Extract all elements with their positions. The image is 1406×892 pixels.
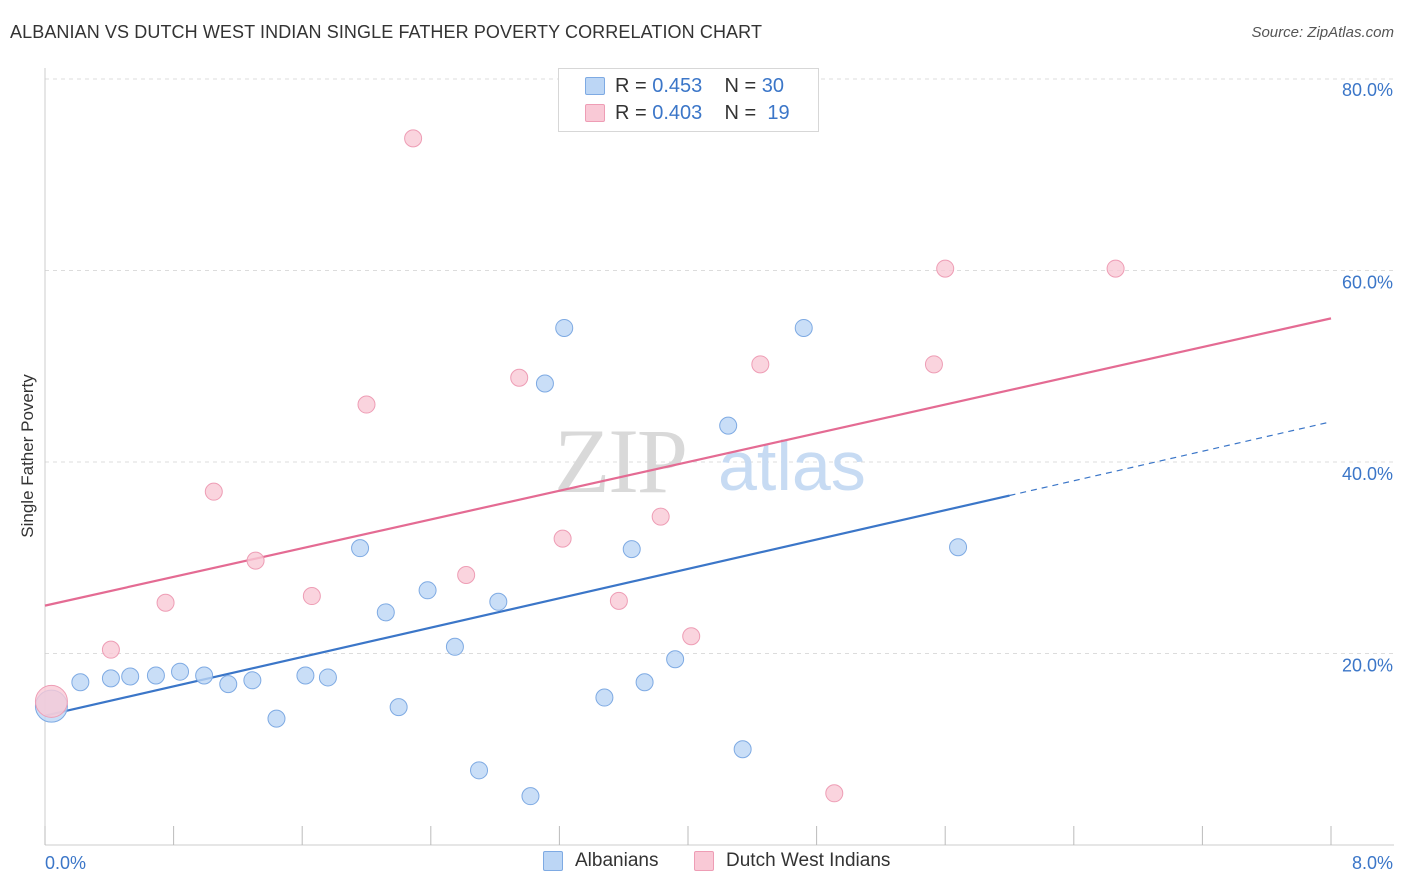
point-albanians (595, 688, 614, 707)
stats-legend: R = 0.453 N = 30 R = 0.403 N = 19 (558, 68, 819, 132)
watermark: ZIP atlas (554, 410, 866, 512)
point-albanians (622, 540, 641, 559)
point-albanians (794, 318, 813, 337)
point-dutch-west-indians (936, 259, 955, 278)
point-albanians (171, 662, 190, 681)
legend-n-label: N = (724, 101, 757, 124)
point-dutch-west-indians (553, 529, 572, 548)
watermark-atlas: atlas (718, 427, 866, 505)
y-tick-label: 40.0% (1342, 464, 1393, 484)
point-albanians (489, 592, 508, 611)
point-dutch-west-indians (204, 482, 223, 501)
y-tick-label: 20.0% (1342, 656, 1393, 676)
data-points (34, 129, 1125, 806)
point-dutch-west-indians (246, 551, 265, 570)
point-albanians (318, 668, 337, 687)
point-albanians (949, 538, 968, 557)
gridlines (45, 78, 1394, 654)
point-albanians (635, 673, 654, 692)
point-dutch-west-indians (156, 593, 175, 612)
point-dutch-west-indians (510, 368, 529, 387)
point-albanians (195, 666, 214, 685)
legend-r-label: R = (615, 101, 647, 124)
point-dutch-west-indians (609, 591, 628, 610)
legend-r-label: R = (615, 74, 647, 97)
point-albanians (418, 581, 437, 600)
point-albanians (733, 740, 752, 759)
legend-label-dutch-west-indians: Dutch West Indians (726, 850, 891, 871)
x-tick-label: 0.0% (45, 853, 86, 873)
point-albanians (555, 318, 574, 337)
trend-line-albanians-extension (1009, 421, 1332, 497)
point-dutch-west-indians (825, 784, 844, 803)
point-albanians (719, 416, 738, 435)
y-tick-label: 60.0% (1342, 273, 1393, 293)
point-albanians (351, 539, 370, 558)
point-albanians (71, 673, 90, 692)
point-albanians (296, 666, 315, 685)
point-albanians (243, 671, 262, 690)
point-dutch-west-indians (404, 129, 423, 148)
point-albanians (666, 650, 685, 669)
point-albanians (146, 666, 165, 685)
point-albanians (535, 374, 554, 393)
point-albanians (470, 761, 489, 780)
point-dutch-west-indians (34, 684, 68, 718)
legend-r-value: 0.453 (652, 74, 703, 97)
point-albanians (219, 675, 238, 694)
point-albanians (389, 698, 408, 717)
y-axis-label: Single Father Poverty (18, 374, 37, 538)
point-dutch-west-indians (357, 395, 376, 414)
series-legend: Albanians Dutch West Indians (0, 850, 1406, 878)
point-dutch-west-indians (457, 565, 476, 584)
point-dutch-west-indians (924, 355, 943, 374)
point-dutch-west-indians (302, 587, 321, 606)
legend-swatch-dutch (694, 851, 714, 871)
point-dutch-west-indians (682, 627, 701, 646)
point-albanians (101, 669, 120, 688)
watermark-zip: ZIP (554, 410, 686, 512)
legend-label-albanians: Albanians (575, 850, 659, 871)
legend-row-albanians: R = 0.453 N = 30 (585, 73, 784, 99)
point-albanians (521, 787, 540, 806)
point-albanians (267, 709, 286, 728)
point-albanians (376, 603, 395, 622)
legend-r-value: 0.403 (652, 101, 703, 124)
legend-row-dutch: R = 0.403 N = 19 (585, 100, 790, 126)
legend-swatch-albanians (543, 851, 563, 871)
point-dutch-west-indians (751, 355, 770, 374)
y-tick-label: 80.0% (1342, 80, 1393, 100)
point-dutch-west-indians (101, 640, 120, 659)
point-albanians (445, 637, 464, 656)
point-dutch-west-indians (651, 507, 670, 526)
x-tick-label: 8.0% (1352, 853, 1393, 873)
chart-title: ALBANIAN VS DUTCH WEST INDIAN SINGLE FAT… (10, 22, 763, 42)
tick-labels: 20.0% 40.0% 60.0% 80.0% 0.0% 8.0% (45, 80, 1393, 873)
legend-swatch-dutch (585, 104, 605, 122)
legend-swatch-albanians (585, 77, 605, 95)
legend-n-label: N = (724, 74, 757, 97)
legend-item-albanians[interactable]: Albanians (543, 850, 658, 872)
point-albanians (121, 667, 140, 686)
trend-lines (44, 317, 1332, 717)
legend-n-value: 30 (761, 74, 785, 97)
trend-line-albanians (44, 494, 1010, 717)
point-dutch-west-indians (1106, 259, 1125, 278)
legend-n-value: 19 (767, 101, 790, 124)
source-label: Source: ZipAtlas.com (1251, 24, 1394, 41)
legend-item-dutch-west-indians[interactable]: Dutch West Indians (694, 850, 890, 872)
